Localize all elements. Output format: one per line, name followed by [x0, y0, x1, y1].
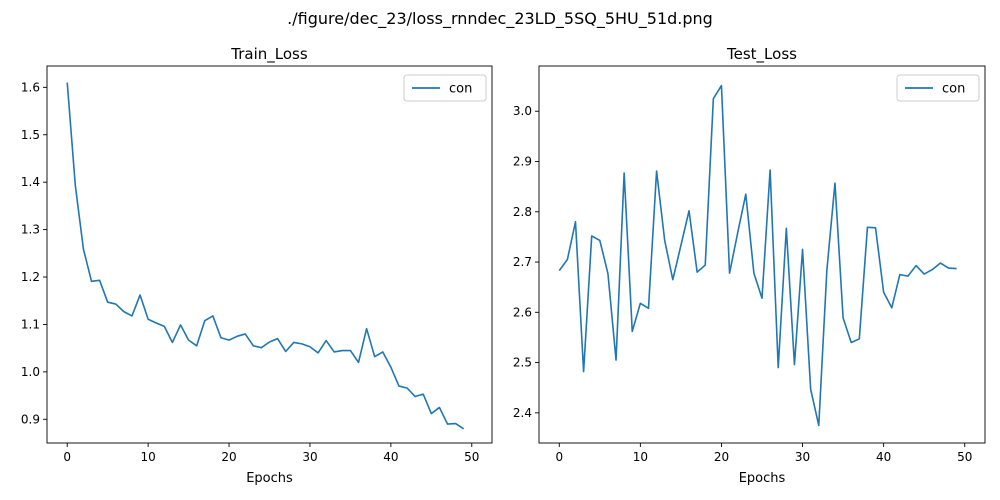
test-xtick-label: 30: [795, 450, 810, 464]
test-ytick-label: 2.7: [513, 255, 532, 269]
train-ytick-label: 1.5: [21, 128, 40, 142]
test-legend-box: [896, 74, 980, 102]
train-legend: con: [403, 74, 487, 102]
test-legend-label: con: [942, 82, 965, 97]
test-ytick-label: 2.5: [513, 356, 532, 370]
test-ytick-label: 2.9: [513, 155, 532, 169]
train-ytick-label: 1.3: [21, 223, 40, 237]
train-xtick-label: 0: [63, 450, 71, 464]
test-ytick-label: 2.8: [513, 205, 532, 219]
test-series-line-con: [558, 84, 957, 427]
test-ytick-label: 3.0: [513, 104, 532, 118]
test-axes-frame: [538, 65, 986, 444]
train-title: Train_Loss: [230, 45, 308, 64]
test-xtick-label: 20: [714, 450, 729, 464]
test-loss-axes: Test_Loss 0 10 20 30 40 50 2.4 2.5 2.6 2.7 2.8 2.9 3.…: [513, 45, 986, 486]
test-xlabel: Epochs: [739, 471, 786, 486]
test-legend: con: [896, 74, 980, 102]
train-ytick-label: 1.6: [21, 80, 40, 94]
test-xtick-label: 50: [957, 450, 972, 464]
train-ytick-label: 0.9: [21, 412, 40, 426]
train-series-line-con: [66, 82, 465, 430]
train-xtick-label: 20: [221, 450, 236, 464]
train-ytick-label: 1.1: [21, 317, 40, 331]
test-xtick-label: 0: [555, 450, 563, 464]
test-xtick-label: 40: [876, 450, 891, 464]
train-xtick-label: 40: [383, 450, 398, 464]
train-axes-frame: [46, 65, 493, 444]
train-ytick-label: 1.0: [21, 365, 40, 379]
train-loss-axes: Train_Loss 0 10 20 30 40 50 0.9 1.0 1.1 1.2 1.3 1.4 1…: [21, 45, 493, 486]
train-legend-box: [403, 74, 487, 102]
figure-suptitle: ./figure/dec_23/loss_rnndec_23LD_5SQ_5HU…: [287, 9, 713, 29]
test-ytick-label: 2.4: [513, 406, 532, 420]
train-xlabel: Epochs: [246, 471, 293, 486]
test-title: Test_Loss: [726, 45, 797, 64]
train-xtick-label: 50: [464, 450, 479, 464]
train-ytick-label: 1.2: [21, 270, 40, 284]
train-legend-label: con: [449, 82, 472, 97]
test-xtick-label: 10: [633, 450, 648, 464]
train-xtick-label: 10: [140, 450, 155, 464]
train-ytick-label: 1.4: [21, 175, 40, 189]
test-ytick-label: 2.6: [513, 305, 532, 319]
train-xtick-label: 30: [302, 450, 317, 464]
